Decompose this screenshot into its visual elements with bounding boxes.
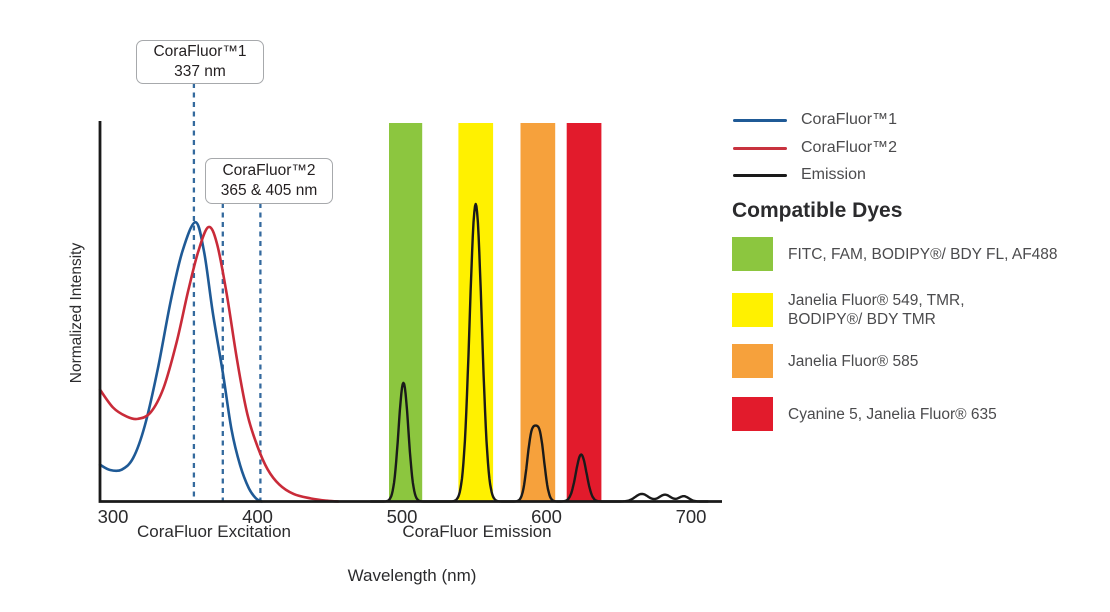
filter-band-2 bbox=[520, 123, 556, 502]
dye-label-yellow: Janelia Fluor® 549, TMR, BODIPY®/ BDY TM… bbox=[788, 291, 965, 329]
red-swatch-icon bbox=[732, 397, 773, 431]
legend-line-emission-icon bbox=[733, 173, 787, 177]
dye-label-green: FITC, FAM, BODIPY®/ BDY FL, AF488 bbox=[788, 245, 1058, 264]
y-axis-label: Normalized Intensity bbox=[68, 242, 85, 384]
dye-row-orange: Janelia Fluor® 585 bbox=[732, 344, 918, 378]
legend-item-emission: Emission bbox=[733, 165, 866, 185]
callout-corafluor2-value: 365 & 405 nm bbox=[220, 182, 318, 199]
legend-label-emission: Emission bbox=[801, 166, 866, 183]
dye-row-yellow: Janelia Fluor® 549, TMR, BODIPY®/ BDY TM… bbox=[732, 291, 965, 329]
x-group-label-emission: CoraFluor Emission bbox=[402, 522, 552, 541]
dye-label-yellow-line1: Janelia Fluor® 549, TMR, bbox=[788, 292, 965, 309]
x-tick-label-300: 300 bbox=[98, 506, 129, 527]
dye-label-orange-line1: Janelia Fluor® 585 bbox=[788, 352, 919, 370]
dye-label-orange: Janelia Fluor® 585 bbox=[788, 352, 918, 371]
legend-label-corafluor1: CoraFluor™1 bbox=[801, 111, 898, 128]
legend-line-corafluor1-icon bbox=[733, 118, 787, 122]
excitation-curve-1 bbox=[98, 220, 264, 503]
legend-label-corafluor2: CoraFluor™2 bbox=[801, 139, 898, 156]
legend-item-corafluor1: CoraFluor™1 bbox=[733, 110, 897, 130]
dye-label-green-line1: FITC, FAM, BODIPY®/ BDY FL, AF488 bbox=[788, 245, 1058, 263]
dye-row-green: FITC, FAM, BODIPY®/ BDY FL, AF488 bbox=[732, 237, 1058, 271]
yellow-swatch-icon bbox=[732, 293, 773, 327]
x-axis-title: Wavelength (nm) bbox=[347, 566, 477, 585]
filter-band-0 bbox=[389, 123, 423, 502]
x-tick-label-700: 700 bbox=[676, 506, 707, 527]
axes bbox=[98, 121, 722, 503]
dye-label-yellow-line2: BODIPY®/ BDY TMR bbox=[788, 311, 936, 328]
callout-corafluor1-value: 337 nm bbox=[174, 63, 226, 80]
compatible-dyes-heading: Compatible Dyes bbox=[732, 199, 903, 222]
callout-corafluor2: CoraFluor™2 365 & 405 nm bbox=[205, 158, 333, 204]
callout-corafluor1-title: CoraFluor™1 bbox=[153, 43, 247, 60]
x-tick-label-500: 500 bbox=[387, 506, 418, 527]
excitation-curve-2 bbox=[98, 225, 340, 503]
legend-line-corafluor2-icon bbox=[733, 146, 787, 150]
x-tick-label-600: 600 bbox=[531, 506, 562, 527]
x-group-label-excitation: CoraFluor Excitation bbox=[136, 522, 292, 541]
callout-corafluor2-title: CoraFluor™2 bbox=[222, 162, 316, 179]
callout-corafluor1: CoraFluor™1 337 nm bbox=[136, 40, 264, 84]
dye-label-red: Cyanine 5, Janelia Fluor® 635 bbox=[788, 405, 997, 424]
dye-label-red-line1: Cyanine 5, Janelia Fluor® 635 bbox=[788, 405, 997, 423]
x-tick-label-400: 400 bbox=[242, 506, 273, 527]
orange-swatch-icon bbox=[732, 344, 773, 378]
green-swatch-icon bbox=[732, 237, 773, 271]
legend-item-corafluor2: CoraFluor™2 bbox=[733, 138, 897, 158]
filter-band-3 bbox=[566, 123, 602, 502]
dye-row-red: Cyanine 5, Janelia Fluor® 635 bbox=[732, 397, 997, 431]
